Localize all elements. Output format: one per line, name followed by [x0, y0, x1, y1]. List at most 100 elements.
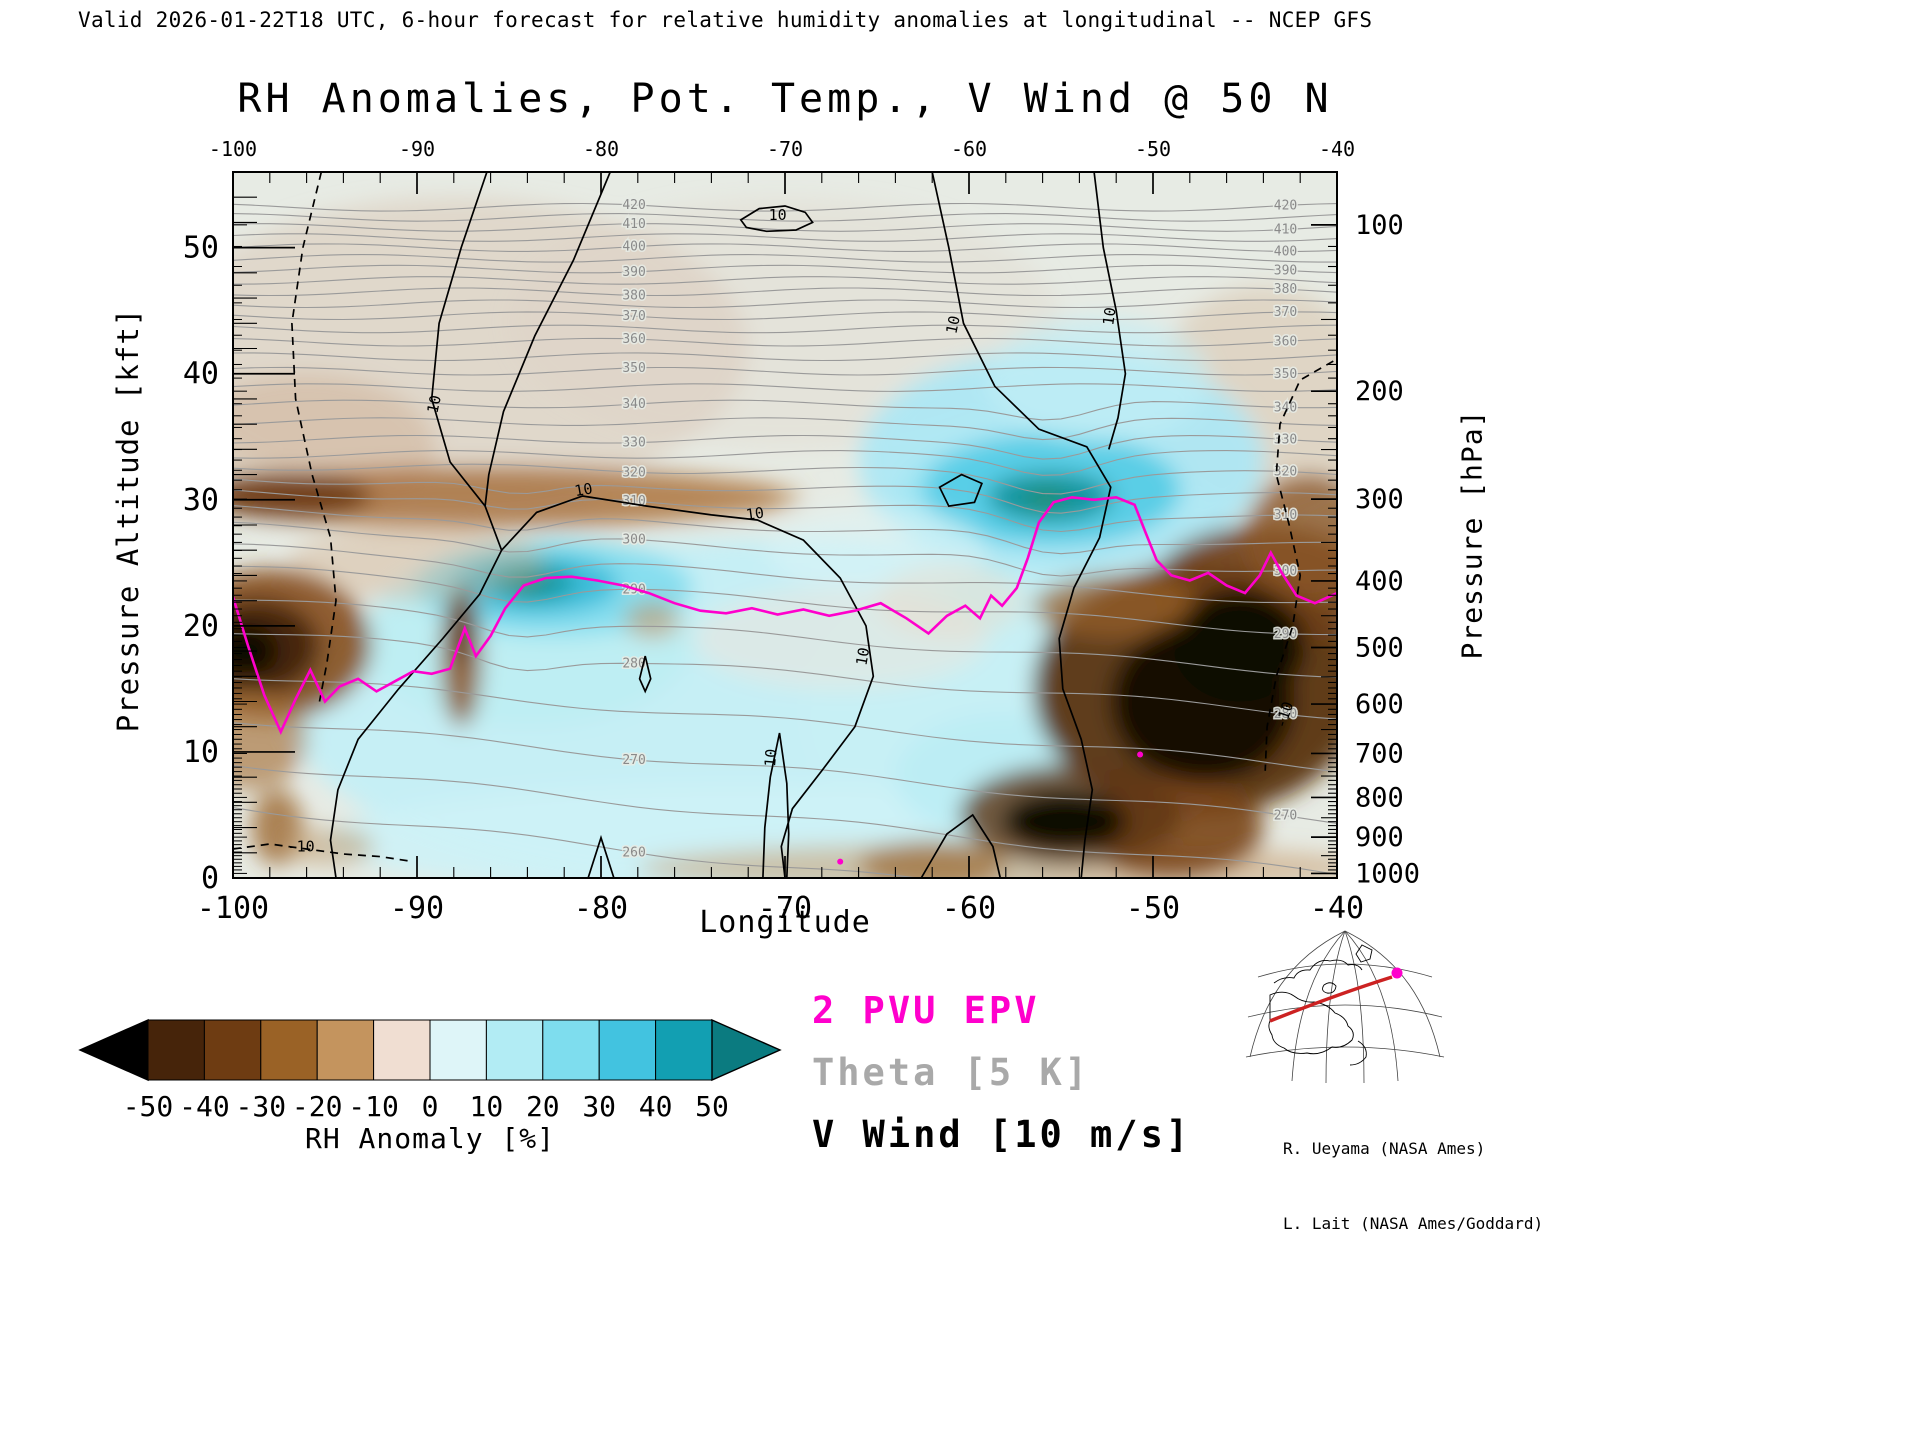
- colorbar-segment: [598, 1019, 657, 1081]
- svg-text:400: 400: [622, 240, 645, 255]
- svg-text:360: 360: [1274, 334, 1297, 349]
- svg-text:10: 10: [942, 314, 963, 335]
- epv-mark: [837, 858, 844, 865]
- colorbar-tick-label: 10: [470, 1090, 504, 1123]
- map-graticule: [1245, 930, 1445, 1084]
- x-tick-label-bottom: -70: [758, 891, 812, 926]
- colorbar-segment: [485, 1019, 544, 1081]
- svg-text:10: 10: [761, 748, 781, 768]
- y-tick-label-kft: 0: [201, 861, 219, 896]
- x-tick-label-top: -90: [399, 137, 435, 161]
- colorbar-tick-label: 50: [695, 1090, 729, 1123]
- x-tick-label-bottom: -100: [197, 891, 269, 926]
- colorbar-segment: [260, 1019, 318, 1081]
- colorbar-segment: [316, 1019, 375, 1081]
- svg-text:300: 300: [622, 532, 645, 547]
- y-tick-label-hpa: 800: [1355, 782, 1404, 813]
- colorbar-over-arrow: [711, 1018, 782, 1082]
- valid-line: Valid 2026-01-22T18 UTC, 6-hour forecast…: [78, 8, 1373, 32]
- x-tick-label-top: -60: [951, 137, 987, 161]
- colorbar-tick-label: -50: [123, 1090, 174, 1123]
- colorbar-under-arrow: [78, 1018, 149, 1082]
- svg-text:270: 270: [1274, 809, 1297, 824]
- credit-line-2: L. Lait (NASA Ames/Goddard): [1283, 1214, 1544, 1233]
- colorbar-tick-label: 0: [422, 1090, 439, 1123]
- svg-text:370: 370: [1274, 305, 1297, 320]
- svg-text:10: 10: [1099, 306, 1119, 326]
- svg-text:290: 290: [1274, 627, 1297, 642]
- svg-text:260: 260: [622, 845, 645, 860]
- svg-text:420: 420: [1274, 198, 1297, 213]
- colorbar-segment: [203, 1019, 262, 1081]
- svg-text:420: 420: [622, 198, 645, 213]
- y-tick-label-hpa: 700: [1355, 738, 1404, 769]
- theta-contours: [233, 202, 1337, 878]
- colorbar: -50 -40 -30 -20 -10 0 10 20 30 40 50: [78, 1018, 782, 1123]
- colorbar-tick-label: 30: [582, 1090, 616, 1123]
- epv-2pvu-line: [233, 495, 1337, 735]
- x-tick-label-top: -40: [1319, 137, 1355, 161]
- svg-text:10: 10: [745, 504, 765, 524]
- svg-text:330: 330: [622, 436, 645, 451]
- x-tick-label-top: -70: [767, 137, 803, 161]
- plot-border: [232, 171, 1338, 879]
- y-axis-right-title: Pressure [hPa]: [1455, 409, 1489, 660]
- y-tick-label-hpa: 200: [1355, 376, 1404, 407]
- legend-theta-label: Theta [5 K]: [812, 1051, 1091, 1094]
- svg-text:310: 310: [1274, 508, 1297, 523]
- svg-text:410: 410: [622, 217, 645, 232]
- svg-text:390: 390: [1274, 263, 1297, 278]
- svg-text:280: 280: [1274, 707, 1297, 722]
- page-title: RH Anomalies, Pot. Temp., V Wind @ 50 N: [237, 76, 1333, 122]
- y-axis-left-title: Pressure Altitude [kft]: [111, 307, 145, 733]
- theta-contour-labels: 260 270 280 290 300 310 320 330 340 350 360 370 380 3…: [621, 197, 1299, 862]
- colorbar-segment: [373, 1019, 431, 1081]
- x-tick-label-bottom: -60: [942, 891, 996, 926]
- location-map-inset: [1245, 930, 1445, 1084]
- svg-text:340: 340: [622, 397, 645, 412]
- y-tick-label-kft: 50: [183, 231, 219, 266]
- x-tick-label-bottom: -50: [1126, 891, 1180, 926]
- svg-text:340: 340: [1274, 400, 1297, 415]
- x-tick-label-top: -50: [1135, 137, 1171, 161]
- svg-text:310: 310: [622, 494, 645, 509]
- colorbar-tick-label: -20: [292, 1090, 343, 1123]
- svg-text:280: 280: [622, 656, 645, 671]
- colorbar-tick-label: -10: [348, 1090, 399, 1123]
- credits: R. Ueyama (NASA Ames) L. Lait (NASA Ames…: [1283, 1086, 1543, 1286]
- axis-tick-labels: -100-100-90-90-80-80-70-70-60-60-50-50-4…: [183, 137, 1420, 926]
- legend: 2 PVU EPV Theta [5 K] V Wind [10 m/s]: [812, 988, 1191, 1174]
- svg-text:390: 390: [622, 265, 645, 280]
- y-tick-label-hpa: 600: [1355, 689, 1404, 720]
- colorbar-tick-label: -30: [236, 1090, 287, 1123]
- y-tick-label-kft: 40: [183, 357, 219, 392]
- svg-text:350: 350: [1274, 367, 1297, 382]
- svg-text:330: 330: [1274, 433, 1297, 448]
- epv-mark: [1137, 751, 1144, 758]
- svg-text:-10: -10: [288, 838, 315, 856]
- map-cross-section-line: [1269, 975, 1393, 1023]
- y-tick-label-hpa: 900: [1355, 822, 1404, 853]
- svg-text:320: 320: [1274, 465, 1297, 480]
- y-tick-label-hpa: 500: [1355, 633, 1404, 664]
- y-tick-label-hpa: 400: [1355, 566, 1404, 597]
- svg-text:350: 350: [622, 361, 645, 376]
- y-tick-label-kft: 30: [183, 483, 219, 518]
- colorbar-tick-label: 40: [639, 1090, 673, 1123]
- x-tick-label-bottom: -90: [390, 891, 444, 926]
- svg-text:380: 380: [622, 288, 645, 303]
- x-tick-label-bottom: -80: [574, 891, 628, 926]
- y-tick-label-hpa: 1000: [1355, 858, 1420, 889]
- legend-epv-label: 2 PVU EPV: [812, 989, 1040, 1032]
- y-tick-label-kft: 20: [183, 609, 219, 644]
- x-tick-label-bottom: -40: [1310, 891, 1364, 926]
- svg-text:360: 360: [622, 332, 645, 347]
- y-tick-label-hpa: 300: [1355, 484, 1404, 515]
- svg-text:10: 10: [852, 646, 873, 667]
- svg-text:400: 400: [1274, 244, 1297, 259]
- credit-line-1: R. Ueyama (NASA Ames): [1283, 1139, 1486, 1158]
- vwind-contours: [233, 172, 1334, 878]
- svg-text:10: 10: [769, 206, 787, 224]
- colorbar-title: RH Anomaly [%]: [304, 1122, 555, 1155]
